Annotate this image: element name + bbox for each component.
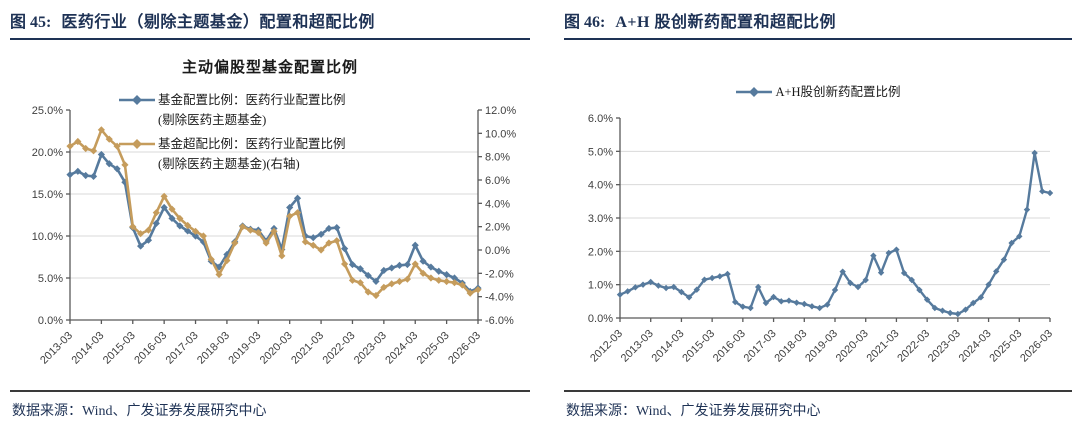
innovation-series-swatch-icon	[736, 87, 773, 97]
innovation-drug-chart: A+H股创新药配置比例 6.0% 5.0% 4.0% 3.0% 2.0% 1.0% 0.0%…	[564, 40, 1072, 386]
pharma-allocation-chart: 主动偏股型基金配置比例 基金配置比例：医药行业配置比例 (剔除医药主题基金)	[10, 40, 530, 386]
svg-text:2016-03: 2016-03	[132, 330, 169, 367]
svg-text:15.0%: 15.0%	[32, 189, 63, 201]
svg-text:2025-03: 2025-03	[415, 330, 452, 367]
svg-text:2012-03: 2012-03	[588, 328, 625, 365]
svg-text:2.0%: 2.0%	[588, 246, 613, 258]
legend-item-allocation-text: 基金配置比例：医药行业配置比例 (剔除医药主题基金)	[158, 90, 346, 130]
svg-text:2022-03: 2022-03	[895, 328, 932, 365]
svg-text:4.0%: 4.0%	[485, 198, 510, 210]
svg-text:2016-03: 2016-03	[711, 328, 748, 365]
svg-text:2014-03: 2014-03	[650, 328, 687, 365]
svg-text:2.0%: 2.0%	[485, 222, 510, 234]
legend-item-overweight: 基金超配比例：医药行业配置比例 (剔除医药主题基金)(右轴)	[118, 134, 346, 174]
svg-text:12.0%: 12.0%	[485, 105, 516, 117]
legend-allocation-line1: 基金配置比例：医药行业配置比例	[158, 93, 346, 107]
svg-text:4.0%: 4.0%	[588, 180, 613, 192]
svg-text:2022-03: 2022-03	[321, 330, 358, 367]
figure-45: 图 45: 医药行业（剔除主题基金）配置和超配比例 主动偏股型基金配置比例 基金配…	[10, 6, 530, 426]
svg-text:2013-03: 2013-03	[619, 328, 656, 365]
svg-text:2019-03: 2019-03	[226, 330, 263, 367]
legend-item-allocation: 基金配置比例：医药行业配置比例 (剔除医药主题基金)	[118, 90, 346, 130]
figure-45-number: 图 45:	[10, 14, 52, 31]
svg-text:2014-03: 2014-03	[69, 330, 106, 367]
figure-45-title: 医药行业（剔除主题基金）配置和超配比例	[61, 14, 375, 31]
svg-text:-6.0%: -6.0%	[485, 315, 514, 327]
svg-text:0.0%: 0.0%	[485, 245, 510, 257]
svg-text:2019-03: 2019-03	[803, 328, 840, 365]
figure-46-number: 图 46:	[564, 14, 606, 31]
svg-text:2021-03: 2021-03	[289, 330, 326, 367]
figure-46-header: 图 46: A+H 股创新药配置和超配比例	[564, 6, 1072, 40]
svg-text:10.0%: 10.0%	[32, 231, 63, 243]
svg-text:3.0%: 3.0%	[588, 213, 613, 225]
pharma-allocation-plot: 25.0% 20.0% 15.0% 10.0% 5.0% 0.0% 12.0% 10.0% 8.…	[32, 105, 517, 367]
svg-text:6.0%: 6.0%	[485, 175, 510, 187]
svg-text:2020-03: 2020-03	[258, 330, 295, 367]
svg-text:2020-03: 2020-03	[834, 328, 871, 365]
svg-text:2024-03: 2024-03	[383, 330, 420, 367]
svg-text:25.0%: 25.0%	[32, 105, 63, 117]
legend-overweight-line2: (剔除医药主题基金)(右轴)	[158, 157, 300, 171]
svg-text:5.0%: 5.0%	[588, 146, 613, 158]
svg-text:2018-03: 2018-03	[772, 328, 809, 365]
svg-text:0.0%: 0.0%	[588, 313, 613, 325]
pharma-chart-legend: 基金配置比例：医药行业配置比例 (剔除医药主题基金) 基金超配比例：医药行业配置…	[118, 90, 346, 178]
svg-text:10.0%: 10.0%	[485, 128, 516, 140]
figure-46-source: 数据来源：Wind、广发证券发展研究中心	[566, 404, 821, 419]
svg-text:2023-03: 2023-03	[926, 328, 963, 365]
figure-45-header: 图 45: 医药行业（剔除主题基金）配置和超配比例	[10, 6, 530, 40]
svg-text:1.0%: 1.0%	[588, 280, 613, 292]
overweight-series-swatch-icon	[119, 139, 155, 149]
svg-text:5.0%: 5.0%	[38, 273, 63, 285]
innovation-drug-plot: 6.0% 5.0% 4.0% 3.0% 2.0% 1.0% 0.0% 2012-032013-…	[588, 113, 1055, 365]
svg-text:2021-03: 2021-03	[865, 328, 902, 365]
legend-item-overweight-text: 基金超配比例：医药行业配置比例 (剔除医药主题基金)(右轴)	[158, 134, 346, 174]
svg-text:2013-03: 2013-03	[38, 330, 75, 367]
chart-inner-title: 主动偏股型基金配置比例	[181, 60, 358, 76]
svg-text:6.0%: 6.0%	[588, 113, 613, 125]
svg-text:-2.0%: -2.0%	[485, 268, 514, 280]
legend-item-innovation: A+H股创新药配置比例	[735, 82, 901, 102]
svg-text:2015-03: 2015-03	[680, 328, 717, 365]
svg-text:-4.0%: -4.0%	[485, 292, 514, 304]
figure-46: 图 46: A+H 股创新药配置和超配比例 A+H股创新药配置比例 6.0% 5.0…	[564, 6, 1072, 426]
legend-overweight-line1: 基金超配比例：医药行业配置比例	[158, 137, 346, 151]
allocation-series-swatch-icon	[119, 95, 155, 105]
svg-text:2026-03: 2026-03	[1018, 328, 1055, 365]
svg-text:2018-03: 2018-03	[195, 330, 232, 367]
svg-text:2017-03: 2017-03	[164, 330, 201, 367]
svg-text:2024-03: 2024-03	[957, 328, 994, 365]
innovation-chart-legend: A+H股创新药配置比例	[564, 82, 1072, 106]
svg-text:8.0%: 8.0%	[485, 152, 510, 164]
figure-46-footer: 数据来源：Wind、广发证券发展研究中心	[564, 390, 1072, 426]
svg-text:2026-03: 2026-03	[446, 330, 483, 367]
svg-text:2023-03: 2023-03	[352, 330, 389, 367]
svg-text:0.0%: 0.0%	[38, 315, 63, 327]
svg-text:20.0%: 20.0%	[32, 147, 63, 159]
legend-allocation-line2: (剔除医药主题基金)	[158, 113, 267, 127]
svg-text:2017-03: 2017-03	[742, 328, 779, 365]
svg-text:2025-03: 2025-03	[987, 328, 1024, 365]
legend-item-innovation-text: A+H股创新药配置比例	[775, 82, 900, 102]
figure-45-footer: 数据来源：Wind、广发证券发展研究中心	[10, 390, 530, 426]
legend-innovation-line1: A+H股创新药配置比例	[775, 85, 901, 99]
figure-46-title: A+H 股创新药配置和超配比例	[615, 14, 836, 31]
figure-45-source: 数据来源：Wind、广发证券发展研究中心	[12, 404, 267, 419]
svg-text:2015-03: 2015-03	[101, 330, 138, 367]
